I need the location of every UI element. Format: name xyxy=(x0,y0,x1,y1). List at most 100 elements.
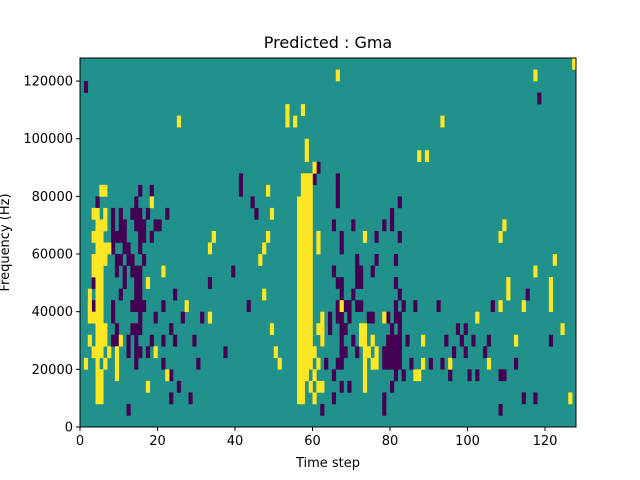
heatmap-cell-high xyxy=(548,277,554,289)
heatmap-cell-low xyxy=(521,392,526,405)
heatmap-cell-low xyxy=(390,219,395,232)
heatmap-cell-high xyxy=(266,230,271,243)
heatmap-cell-high xyxy=(552,254,557,266)
heatmap-cell-low xyxy=(355,277,360,289)
heatmap-cell-high xyxy=(300,334,306,347)
heatmap-cell-high xyxy=(95,392,100,405)
heatmap-cell-low xyxy=(134,196,139,209)
heatmap-cell-low xyxy=(111,242,116,255)
heatmap-cell-low xyxy=(525,288,530,301)
heatmap-cell-high xyxy=(95,219,100,232)
heatmap-cell-low xyxy=(149,230,154,243)
y-axis-label: Frequency (Hz) xyxy=(0,193,13,291)
heatmap-cell-high xyxy=(312,392,317,405)
heatmap-cell-high xyxy=(316,242,321,255)
heatmap-cell-high xyxy=(308,323,313,336)
heatmap-cell-low xyxy=(173,334,178,347)
heatmap-cell-low xyxy=(355,265,360,278)
heatmap-cell-high xyxy=(506,277,511,289)
heatmap-cell-low xyxy=(393,346,399,359)
heatmap-cell-low xyxy=(413,300,418,312)
heatmap-cell-low xyxy=(386,346,391,359)
heatmap-cell-low xyxy=(238,173,244,186)
heatmap-cell-high xyxy=(95,265,100,278)
heatmap-cell-low xyxy=(455,323,461,336)
heatmap-cell-high xyxy=(300,173,306,186)
heatmap-cell-high xyxy=(300,254,306,266)
heatmap-cell-low xyxy=(393,357,399,370)
heatmap-cell-low xyxy=(246,300,251,312)
heatmap-cell-high xyxy=(572,58,577,70)
heatmap-cell-high xyxy=(304,277,309,289)
heatmap-cell-high xyxy=(514,334,519,347)
heatmap-cell-high xyxy=(304,346,309,359)
heatmap-cell-low xyxy=(393,300,399,312)
heatmap-cell-high xyxy=(95,277,100,289)
heatmap-cell-low xyxy=(390,380,395,393)
heatmap-cell-high xyxy=(502,219,507,232)
x-tick-label: 20 xyxy=(149,434,166,449)
heatmap-cell-low xyxy=(382,403,387,416)
heatmap-cell-high xyxy=(91,346,96,359)
heatmap-cell-high xyxy=(533,265,538,278)
heatmap-cell-low xyxy=(142,254,147,266)
heatmap-cell-low xyxy=(130,265,135,278)
heatmap-cell-low xyxy=(95,196,100,209)
heatmap-cell-high xyxy=(308,300,313,312)
heatmap-cell-low xyxy=(142,219,147,232)
heatmap-cell-high xyxy=(114,369,120,382)
heatmap-cell-high xyxy=(308,254,313,266)
heatmap-cell-low xyxy=(111,219,116,232)
heatmap-cell-low xyxy=(130,300,135,312)
heatmap-cell-low xyxy=(118,219,123,232)
heatmap-cell-low xyxy=(223,346,228,359)
heatmap-cell-high xyxy=(103,184,108,197)
heatmap-cell-high xyxy=(95,380,100,393)
heatmap-cell-low xyxy=(111,311,116,324)
heatmap-cell-high xyxy=(99,242,104,255)
heatmap-cell-high xyxy=(300,369,306,382)
x-axis-label: Time step xyxy=(295,456,360,471)
heatmap-cell-low xyxy=(382,357,387,370)
heatmap-cell-low xyxy=(359,265,364,278)
heatmap-cell-low xyxy=(118,288,123,301)
heatmap-cell-high xyxy=(521,300,526,312)
heatmap-cell-low xyxy=(134,323,139,336)
heatmap-cell-high xyxy=(145,380,151,393)
heatmap-cell-high xyxy=(308,173,313,186)
heatmap-cell-high xyxy=(262,242,267,255)
x-tick-label: 0 xyxy=(76,434,84,449)
heatmap-cell-low xyxy=(490,300,495,312)
heatmap-cell-low xyxy=(122,277,127,289)
heatmap-cell-low xyxy=(254,207,259,220)
heatmap-cell-high xyxy=(304,311,309,324)
heatmap-cell-high xyxy=(266,184,271,197)
heatmap-cell-high xyxy=(304,207,309,220)
heatmap-cell-high xyxy=(297,334,302,347)
heatmap-cell-high xyxy=(87,300,92,312)
heatmap-cell-low xyxy=(339,380,344,393)
heatmap-cell-high xyxy=(103,334,108,347)
heatmap-cell-high xyxy=(362,357,368,370)
heatmap-cell-high xyxy=(548,300,554,312)
heatmap-cell-high xyxy=(297,277,302,289)
heatmap-cell-high xyxy=(91,265,96,278)
heatmap-cell-high xyxy=(304,150,309,163)
heatmap-cell-low xyxy=(138,323,143,336)
heatmap-cell-low xyxy=(331,265,337,278)
heatmap-cell-high xyxy=(304,242,309,255)
heatmap-cell-low xyxy=(200,311,205,324)
heatmap-cell-low xyxy=(401,300,406,312)
heatmap-cell-low xyxy=(335,184,340,197)
heatmap-cell-high xyxy=(207,311,213,324)
heatmap-cell-high xyxy=(506,288,511,301)
heatmap-cell-low xyxy=(355,346,360,359)
heatmap-cell-high xyxy=(99,311,104,324)
heatmap-cell-low xyxy=(339,288,344,301)
heatmap-cell-low xyxy=(114,323,120,336)
heatmap-cell-low xyxy=(502,369,507,382)
heatmap-cell-high xyxy=(304,323,309,336)
heatmap-cell-low xyxy=(343,346,348,359)
heatmap-cell-high xyxy=(304,300,309,312)
heatmap-cell-low xyxy=(471,334,476,347)
